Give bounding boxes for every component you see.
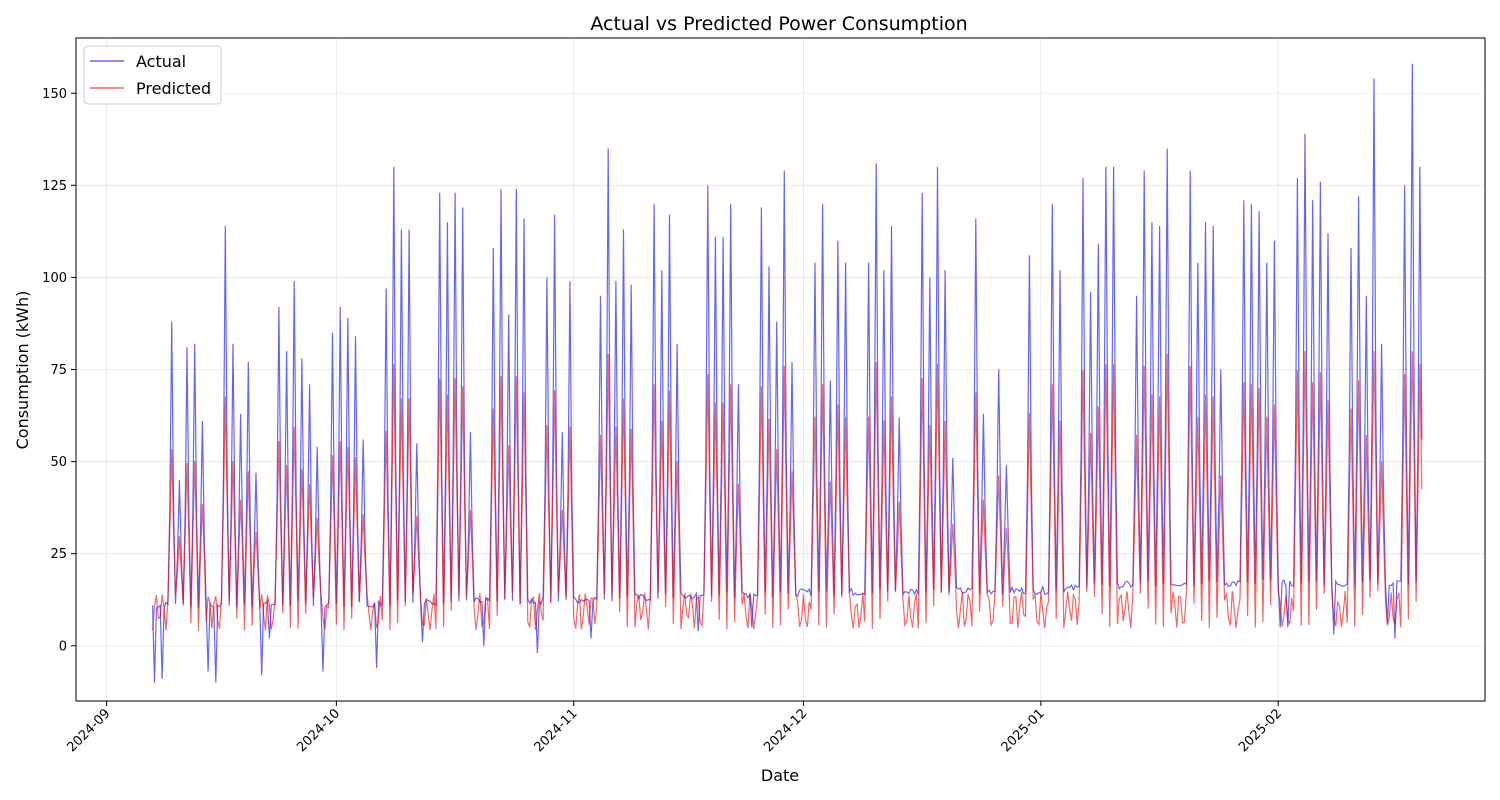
y-axis-label: Consumption (kWh) (13, 291, 32, 450)
predicted-series-line (152, 351, 1423, 631)
legend-label-actual: Actual (136, 52, 186, 71)
y-tick-label: 0 (59, 639, 67, 654)
y-tick-label: 25 (50, 547, 67, 562)
y-tick-label: 50 (50, 455, 67, 470)
x-axis-label: Date (761, 766, 799, 785)
y-tick-label: 75 (50, 363, 67, 378)
y-tick-label: 125 (42, 179, 67, 194)
chart-title: Actual vs Predicted Power Consumption (590, 13, 967, 35)
plot-frame (75, 37, 1486, 702)
y-axis-ticks: 0 25 50 75 100 125 150 (42, 87, 76, 654)
y-tick-label: 150 (42, 87, 67, 102)
series-layer (152, 63, 1423, 683)
y-tick-label: 100 (42, 271, 67, 286)
legend-label-predicted: Predicted (136, 79, 211, 98)
legend: Actual Predicted (83, 45, 222, 105)
